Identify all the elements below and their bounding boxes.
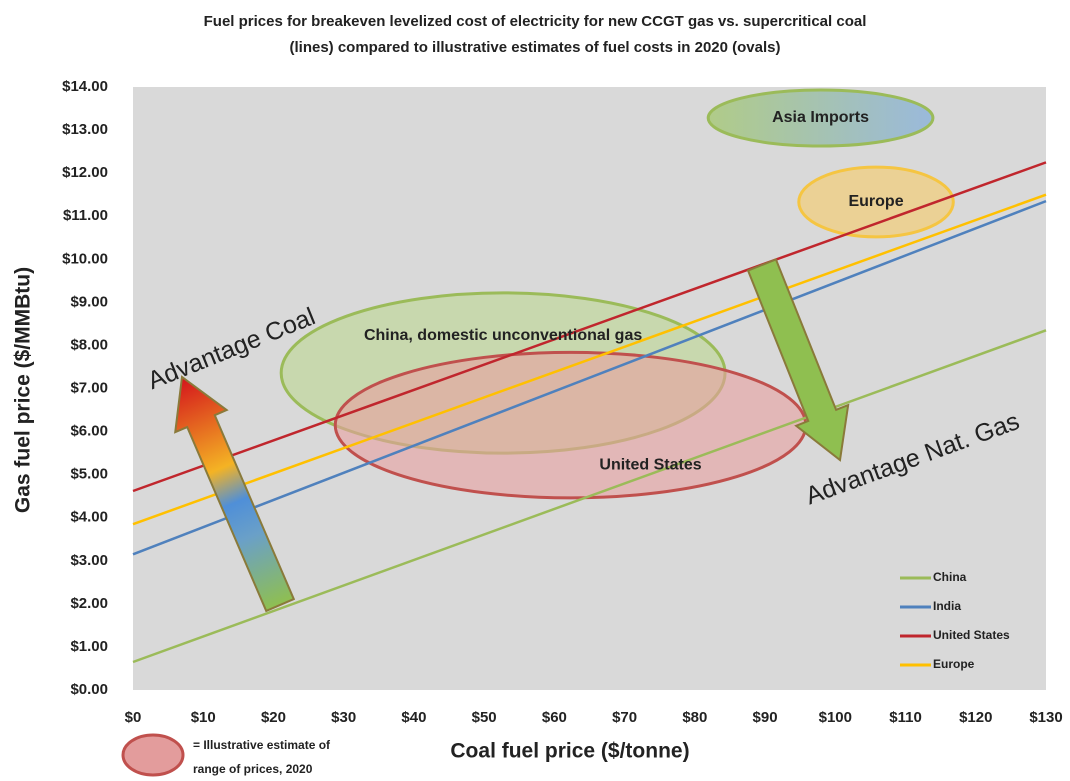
y-tick-label: $12.00 bbox=[62, 164, 108, 181]
x-tick-label: $110 bbox=[889, 709, 922, 726]
x-tick-label: $50 bbox=[472, 709, 497, 726]
y-tick-label: $2.00 bbox=[70, 595, 108, 612]
arrow bbox=[746, 258, 850, 462]
note-swatch bbox=[121, 733, 185, 777]
y-tick-label: $7.00 bbox=[70, 379, 108, 396]
y-tick-label: $11.00 bbox=[63, 207, 108, 224]
legend-label: Europe bbox=[933, 657, 975, 671]
note: range of prices, 2020 bbox=[193, 762, 313, 776]
y-tick-label: $5.00 bbox=[70, 466, 108, 483]
x-tick-label: $120 bbox=[959, 709, 992, 726]
chart-title: (lines) compared to illustrative estimat… bbox=[290, 39, 781, 56]
x-tick-label: $100 bbox=[819, 709, 852, 726]
oval bbox=[706, 88, 935, 148]
y-tick-label: $4.00 bbox=[70, 509, 108, 526]
y-tick-label: $8.00 bbox=[70, 336, 108, 353]
series-line bbox=[132, 193, 1047, 526]
x-tick-label: $10 bbox=[191, 709, 216, 726]
x-tick-label: $40 bbox=[401, 709, 426, 726]
legend-label: China bbox=[933, 570, 967, 584]
x-tick-label: $20 bbox=[261, 709, 286, 726]
legend-label: India bbox=[933, 599, 961, 613]
y-tick-label: $3.00 bbox=[70, 552, 108, 569]
y-tick-label: $0.00 bbox=[70, 681, 108, 698]
y-tick-label: $14.00 bbox=[62, 78, 108, 95]
oval-label: Asia Imports bbox=[772, 109, 869, 126]
arrow bbox=[174, 375, 296, 613]
x-tick-label: $90 bbox=[753, 709, 778, 726]
x-tick-label: $130 bbox=[1029, 709, 1062, 726]
oval bbox=[797, 165, 955, 239]
oval-label: Europe bbox=[848, 193, 903, 210]
x-tick-label: $80 bbox=[682, 709, 707, 726]
oval-label: China, domestic unconventional gas bbox=[364, 327, 642, 344]
x-tick-label: $60 bbox=[542, 709, 567, 726]
chart-title: Fuel prices for breakeven levelized cost… bbox=[204, 13, 867, 30]
y-tick-label: $10.00 bbox=[62, 250, 108, 267]
series-line bbox=[132, 329, 1047, 664]
x-tick-label: $0 bbox=[125, 709, 142, 726]
y-axis-label: Gas fuel price ($/MMBtu) bbox=[12, 267, 35, 513]
x-tick-label: $70 bbox=[612, 709, 637, 726]
series-line bbox=[132, 161, 1047, 493]
x-tick-label: $30 bbox=[331, 709, 356, 726]
y-tick-label: $9.00 bbox=[70, 293, 108, 310]
y-tick-label: $1.00 bbox=[70, 638, 108, 655]
note: = Illustrative estimate of bbox=[193, 738, 331, 752]
x-axis-label: Coal fuel price ($/tonne) bbox=[450, 740, 689, 763]
y-tick-label: $13.00 bbox=[62, 121, 108, 138]
legend-label: United States bbox=[933, 628, 1010, 642]
oval-label: United States bbox=[599, 456, 701, 473]
y-tick-label: $6.00 bbox=[70, 423, 108, 440]
series-line bbox=[132, 199, 1047, 556]
